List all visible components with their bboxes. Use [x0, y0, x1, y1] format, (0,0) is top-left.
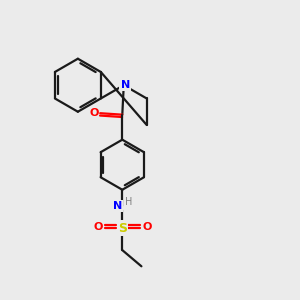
- Text: N: N: [113, 201, 122, 211]
- Text: O: O: [142, 222, 152, 232]
- Text: O: O: [93, 222, 103, 232]
- Text: H: H: [125, 197, 133, 207]
- Text: N: N: [121, 80, 130, 90]
- Text: O: O: [89, 108, 98, 118]
- Text: S: S: [118, 221, 127, 235]
